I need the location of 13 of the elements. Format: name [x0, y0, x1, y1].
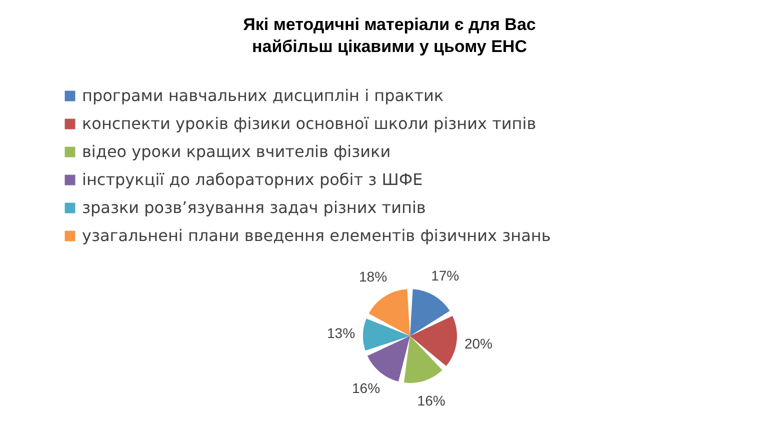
data-label: 18%	[359, 268, 388, 285]
legend-label: зразки розв’язування задач різних типів	[82, 198, 426, 217]
data-label: 20%	[464, 336, 492, 352]
data-label: 16%	[417, 392, 446, 409]
legend-label: конспекти уроків фізики основної школи різних типів	[82, 114, 536, 133]
legend-label: програми навчальних дисциплін і практик	[82, 86, 444, 105]
data-label: 16%	[352, 380, 380, 396]
data-label: 13%	[327, 324, 356, 341]
legend-label: інструкції до лабораторних робіт з ШФЕ	[82, 170, 423, 189]
legend-label: узагальнені плани введення елементів фізичних знань	[82, 226, 551, 245]
data-label: 17%	[431, 268, 460, 284]
chart-title: Які методичні матеріали є для Вас найбільш цікавими у цьому ЕНС	[243, 15, 536, 56]
legend-label: відео уроки кращих вчителів фізики	[82, 142, 391, 161]
